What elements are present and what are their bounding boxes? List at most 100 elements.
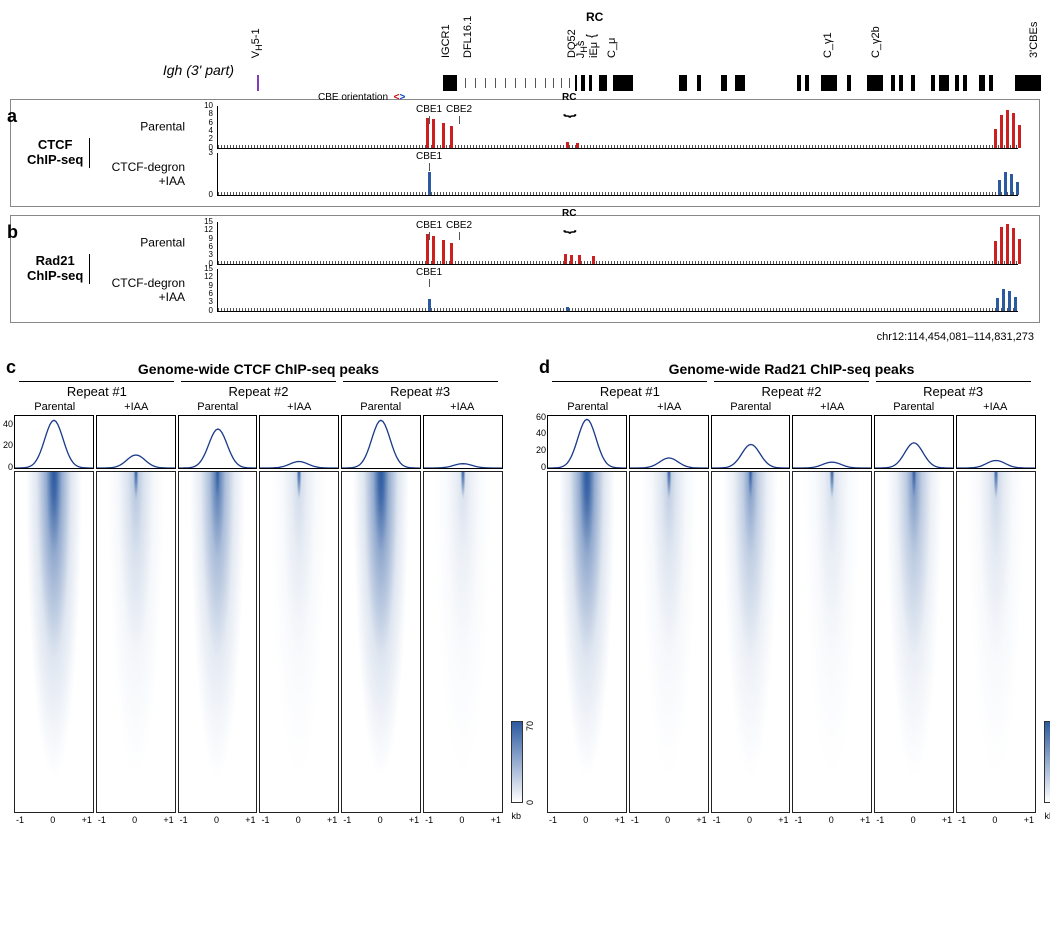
panel-d: d Genome-wide Rad21 ChIP-seq peaks Repea… bbox=[543, 361, 1040, 825]
repeat-row: Repeat #1Repeat #2Repeat #3 bbox=[549, 381, 1034, 399]
peak bbox=[996, 298, 999, 311]
condition-label: Parental bbox=[712, 401, 790, 413]
exon bbox=[721, 75, 727, 91]
heatmap-xaxis: -10+1 bbox=[956, 815, 1036, 825]
annot-RC: RC⏟ bbox=[562, 208, 576, 219]
exon bbox=[505, 78, 506, 88]
peak bbox=[1016, 182, 1019, 195]
heatmap-xaxis: -10+1 bbox=[341, 815, 421, 825]
profile-plot bbox=[792, 415, 872, 469]
annot-CBE1: CBE1 bbox=[416, 151, 442, 162]
repeat-label: Repeat #3 bbox=[343, 381, 498, 399]
gene-label: VH5-1 bbox=[250, 28, 264, 58]
peak bbox=[1018, 125, 1021, 148]
exon bbox=[1015, 75, 1041, 91]
exon bbox=[797, 75, 801, 91]
exon bbox=[989, 75, 993, 91]
peak bbox=[1014, 297, 1017, 310]
heatmap bbox=[341, 471, 421, 813]
exon bbox=[465, 78, 466, 88]
annot-CBE2: CBE2 bbox=[446, 104, 472, 115]
heatmap bbox=[874, 471, 954, 813]
peak bbox=[1010, 174, 1013, 195]
condition-label: +IAA bbox=[423, 401, 501, 413]
profile-plot bbox=[259, 415, 339, 469]
peak bbox=[428, 299, 431, 311]
peak bbox=[576, 143, 579, 148]
color-scale bbox=[511, 721, 523, 803]
exon bbox=[697, 75, 701, 91]
exon bbox=[525, 78, 526, 88]
peak bbox=[592, 256, 595, 264]
color-scale-labels: 070 bbox=[525, 721, 535, 805]
exon bbox=[561, 78, 562, 88]
y-axis: 03691215 bbox=[191, 222, 217, 265]
row-label: Parental bbox=[105, 237, 185, 250]
exon bbox=[613, 75, 633, 91]
color-scale bbox=[1044, 721, 1050, 803]
condition-row: Parental+IAAParental+IAAParental+IAA bbox=[14, 401, 503, 413]
repeat-label: Repeat #2 bbox=[181, 381, 336, 399]
annot-RC: RC⏟ bbox=[562, 92, 576, 103]
heatmap bbox=[629, 471, 709, 813]
track-canvas: CBE orientation <>CBE1CBE2RC⏟ bbox=[217, 106, 1018, 149]
xaxis-row: -10+1-10+1-10+1-10+1-10+1-10+1 bbox=[547, 815, 1036, 825]
profile-plot bbox=[423, 415, 503, 469]
exon bbox=[805, 75, 809, 91]
peak bbox=[1006, 224, 1009, 264]
heatmap-xaxis: -10+1 bbox=[629, 815, 709, 825]
bracket-icon: ⏟ bbox=[564, 218, 577, 234]
profile-plot: 02040 bbox=[14, 415, 94, 469]
heatmap-xaxis: -10+1 bbox=[792, 815, 872, 825]
annot-CBE1: CBE1 bbox=[416, 104, 442, 115]
exon bbox=[963, 75, 967, 91]
gene-label: IGCR1 bbox=[440, 24, 452, 58]
condition-label: Parental bbox=[342, 401, 420, 413]
exon bbox=[867, 75, 883, 91]
gene-label: C_γ1 bbox=[822, 32, 834, 58]
peak bbox=[1012, 113, 1015, 147]
heatmap-xaxis: -10+1 bbox=[96, 815, 176, 825]
gene-locus-diagram: RC ⏟VH5-1IGCR1DFL16.1DQ52JHsiEμC_μC_γ1C_… bbox=[10, 10, 1040, 91]
profile-plot: 0204060 bbox=[547, 415, 627, 469]
peak bbox=[442, 240, 445, 264]
panel-c: c Genome-wide CTCF ChIP-seq peaks Repeat… bbox=[10, 361, 507, 825]
heatmap-xaxis: -10+1 bbox=[423, 815, 503, 825]
heatmap bbox=[956, 471, 1036, 813]
y-axis: 0246810 bbox=[191, 106, 217, 149]
peak bbox=[564, 254, 567, 264]
condition-label: +IAA bbox=[956, 401, 1034, 413]
heat-title: Genome-wide Rad21 ChIP-seq peaks bbox=[543, 361, 1040, 377]
exon bbox=[679, 75, 687, 91]
heatmap bbox=[178, 471, 258, 813]
heatmap bbox=[423, 471, 503, 813]
heatmap-xaxis: -10+1 bbox=[14, 815, 94, 825]
track-canvas: CBE1 bbox=[217, 153, 1018, 196]
exon bbox=[257, 75, 259, 91]
condition-row: Parental+IAAParental+IAAParental+IAA bbox=[547, 401, 1036, 413]
cbe-orientation-legend: CBE orientation <> bbox=[318, 92, 405, 103]
annot-CBE1: CBE1 bbox=[416, 220, 442, 231]
exon bbox=[979, 75, 985, 91]
peak bbox=[426, 234, 429, 264]
repeat-row: Repeat #1 Repeat #2 Repeat #3 bbox=[16, 381, 501, 399]
heatmap bbox=[259, 471, 339, 813]
repeat-label: Repeat #1 bbox=[19, 381, 174, 399]
track-canvas: CBE1 bbox=[217, 269, 1018, 312]
peak bbox=[994, 241, 997, 264]
repeat-label: Repeat #2 bbox=[714, 381, 869, 399]
exon bbox=[569, 78, 570, 88]
baseline bbox=[218, 192, 1018, 195]
track-row: Parental 03691215 CBE1CBE2RC⏟ bbox=[21, 222, 1029, 265]
exon bbox=[939, 75, 949, 91]
exon bbox=[911, 75, 915, 91]
baseline bbox=[218, 308, 1018, 311]
condition-label: +IAA bbox=[630, 401, 708, 413]
track-row: Parental 0246810 CBE orientation <>CBE1C… bbox=[21, 106, 1029, 149]
heatmap-xaxis: -10+1 bbox=[874, 815, 954, 825]
gene-label: DFL16.1 bbox=[462, 16, 474, 58]
gene-label: 3'CBEs bbox=[1028, 22, 1040, 58]
gene-track bbox=[237, 69, 1037, 91]
track-row: CTCF-degron+IAA 03691215 CBE1 bbox=[21, 269, 1029, 312]
peak bbox=[566, 142, 569, 148]
